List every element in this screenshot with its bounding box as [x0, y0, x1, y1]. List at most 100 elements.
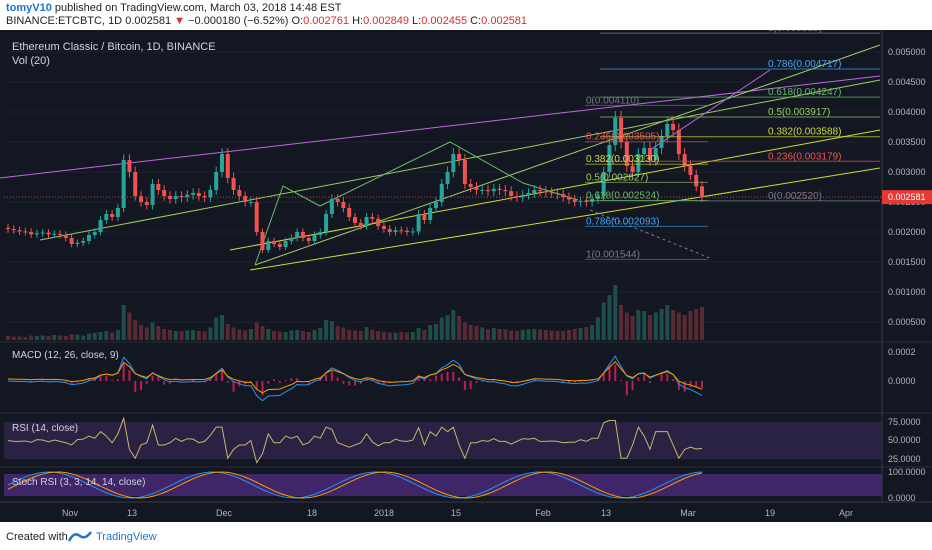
volume-label: Vol (20) — [12, 55, 50, 67]
tradingview-brand[interactable]: TradingView — [96, 531, 157, 543]
candle-body — [40, 232, 45, 234]
volume-bar — [462, 322, 467, 340]
candle-body — [266, 241, 271, 250]
rsi-tick-label: 50.0000 — [888, 435, 921, 445]
macd-histogram-bar — [417, 375, 420, 381]
stoch-rsi-label: Stoch RSI (3, 3, 14, 14, close) — [12, 477, 145, 488]
macd-histogram-bar — [365, 379, 368, 381]
candle-body — [98, 220, 103, 232]
candle-body — [214, 172, 219, 190]
macd-histogram-bar — [637, 377, 640, 381]
volume-bar — [156, 326, 161, 340]
candle-body — [295, 232, 300, 238]
candle-body — [196, 193, 201, 196]
candle-body — [11, 229, 16, 231]
macd-histogram-bar — [701, 381, 703, 388]
chart-svg[interactable]: 1(0.005315) 0.786(0.004717) 0.618(0.004247… — [0, 23, 932, 522]
macd-histogram-bar — [434, 375, 437, 381]
x-tick-label: Nov — [62, 508, 79, 518]
macd-histogram-bar — [562, 381, 565, 383]
rsi-label: RSI (14, close) — [12, 423, 78, 434]
macd-histogram-bar — [469, 381, 472, 390]
open-label: O: — [291, 15, 304, 27]
candle-body — [636, 154, 641, 172]
author-link[interactable]: tomyV10 — [6, 2, 52, 14]
volume-bar — [98, 332, 103, 340]
volume-bar — [231, 327, 236, 340]
macd-histogram-bar — [446, 372, 449, 381]
macd-histogram-bar — [342, 381, 345, 384]
candle-body — [474, 187, 479, 190]
macd-histogram-bar — [573, 381, 576, 383]
volume-bar — [191, 330, 196, 340]
volume-bar — [225, 324, 230, 340]
candle-body — [555, 193, 560, 195]
x-tick-label: 18 — [307, 508, 317, 518]
candle-body — [399, 230, 404, 232]
volume-bar — [532, 329, 537, 340]
symbol-line: BINANCE:ETCBTC, 1D 0.002581 ▼ −0.000180 … — [6, 15, 527, 27]
volume-bar — [289, 330, 294, 340]
macd-histogram-bar — [192, 379, 195, 381]
signal-line — [7, 360, 703, 394]
candle-body — [497, 188, 502, 190]
candle-body — [104, 214, 109, 220]
volume-bar — [659, 309, 664, 340]
macd-histogram-bar — [157, 376, 160, 381]
candle-body — [110, 214, 115, 217]
volume-bar — [312, 330, 317, 340]
macd-line — [7, 355, 703, 402]
volume-bar — [92, 333, 97, 340]
candle-body — [370, 217, 375, 219]
macd-histogram-bar — [296, 378, 299, 381]
fib-label: 1(0.005315) — [768, 30, 822, 34]
last-price-label: 0.002581 — [888, 192, 926, 202]
volume-bar — [81, 335, 86, 340]
candle-body — [162, 190, 167, 196]
volume-bar — [676, 312, 681, 340]
volume-bar — [590, 325, 595, 340]
candle-body — [561, 194, 566, 198]
candle-body — [185, 194, 190, 198]
volume-bar — [468, 325, 473, 340]
x-tick-label: 15 — [451, 508, 461, 518]
macd-histogram-bar — [128, 370, 131, 381]
volume-bar — [52, 335, 57, 340]
macd-histogram-bar — [30, 381, 33, 382]
macd-histogram-bar — [284, 380, 287, 381]
macd-histogram-bar — [87, 378, 90, 381]
volume-bar — [69, 334, 74, 340]
candle-body — [300, 232, 305, 238]
candle-body — [688, 166, 693, 175]
macd-histogram-bar — [631, 381, 634, 390]
candle-body — [584, 200, 589, 202]
candle-body — [353, 217, 357, 223]
candle-body — [572, 199, 577, 202]
candle-body — [566, 197, 571, 200]
candle-body — [381, 226, 386, 229]
macd-histogram-bar — [64, 381, 67, 383]
volume-bar — [509, 330, 514, 340]
volume-bar — [162, 329, 167, 340]
volume-bar — [86, 333, 91, 340]
candle-body — [520, 194, 525, 198]
volume-bar — [6, 336, 10, 340]
macd-histogram-bar — [255, 381, 258, 390]
volume-bar — [480, 327, 485, 340]
volume-bar — [491, 328, 496, 340]
volume-bar — [642, 311, 647, 340]
rsi-line — [7, 416, 703, 464]
candle-body — [607, 145, 612, 172]
macd-histogram-bar — [220, 370, 223, 381]
volume-bar — [358, 331, 363, 340]
volume-bar — [185, 330, 190, 340]
volume-bar — [150, 322, 155, 340]
candle-body — [139, 196, 144, 202]
chart-area[interactable]: 1(0.005315) 0.786(0.004717) 0.618(0.004247… — [0, 23, 932, 522]
candle-body — [694, 175, 699, 187]
fib-label: 0.236(0.003179) — [768, 151, 841, 162]
candle-body — [283, 241, 288, 247]
candle-body — [46, 232, 51, 235]
macd-histogram-bar — [140, 381, 143, 390]
fib-label: 0.382(0.003588) — [768, 127, 841, 138]
